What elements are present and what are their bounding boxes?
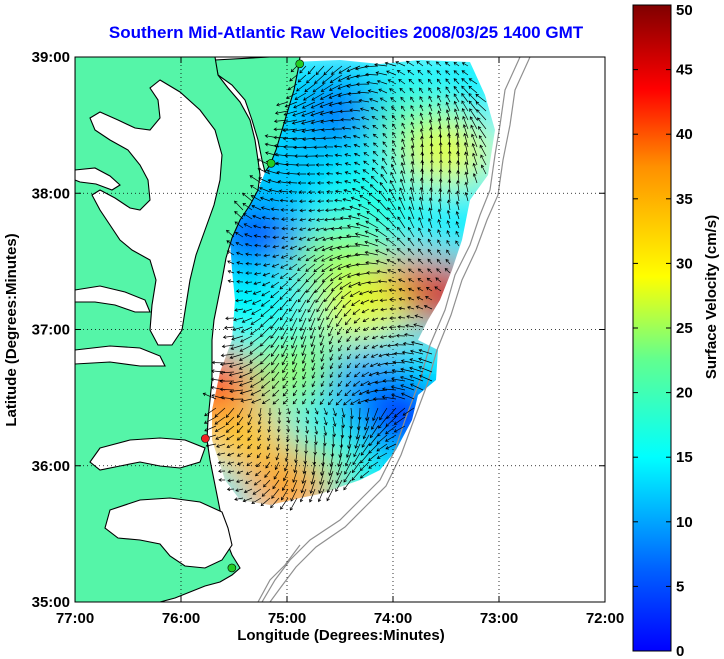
colorbar (632, 4, 672, 652)
velocity-region (251, 336, 344, 405)
bathymetry-contours (257, 57, 531, 602)
colorbar-tick-label: 50 (676, 2, 693, 19)
radar-sites (201, 59, 305, 573)
x-tick-label: 73:00 (480, 610, 518, 627)
radar-site-marker (227, 563, 237, 573)
y-tick-label: 37:00 (32, 322, 70, 339)
velocity-vectors (202, 60, 487, 511)
x-tick-label: 74:00 (374, 610, 412, 627)
colorbar-tick-label: 45 (676, 62, 693, 79)
x-tick-label: 77:00 (56, 610, 94, 627)
y-tick-label: 38:00 (32, 185, 70, 202)
velocity-arrows (202, 60, 487, 511)
colorbar-tick-label: 35 (676, 191, 693, 208)
colorbar-tick-label: 30 (676, 255, 693, 272)
y-axis-label: Latitude (Degrees:Minutes) (3, 233, 20, 426)
colorbar-tick-label: 10 (676, 514, 693, 531)
colorbar-tick-label: 5 (676, 578, 684, 595)
grid-lines (75, 57, 605, 602)
chart-title: Southern Mid-Atlantic Raw Velocities 200… (109, 23, 584, 42)
x-tick-label: 75:00 (268, 610, 306, 627)
colorbar-tick-label: 25 (676, 320, 693, 337)
radar-site-marker (201, 434, 210, 443)
y-tick-label: 35:00 (32, 594, 70, 611)
y-tick-label: 39:00 (32, 49, 70, 66)
x-tick-label: 72:00 (586, 610, 624, 627)
colorbar-tick-label: 40 (676, 126, 693, 143)
colorbar-tick-label: 15 (676, 449, 693, 466)
y-tick-label: 36:00 (32, 458, 70, 475)
radar-site-marker (266, 158, 276, 168)
colorbar-tick-label: 0 (676, 643, 684, 659)
x-axis-label: Longitude (Degrees:Minutes) (237, 627, 445, 644)
velocity-region (315, 275, 408, 344)
x-axis-ticks: 77:00 76:00 75:00 74:00 73:00 72:00 (56, 57, 624, 627)
y-axis-ticks: 39:00 38:00 37:00 36:00 35:00 (32, 49, 605, 611)
colorbar-label: Surface Velocity (cm/s) (703, 215, 720, 379)
radar-site-marker (295, 59, 305, 69)
x-tick-label: 76:00 (162, 610, 200, 627)
colorbar-tick-label: 20 (676, 385, 693, 402)
